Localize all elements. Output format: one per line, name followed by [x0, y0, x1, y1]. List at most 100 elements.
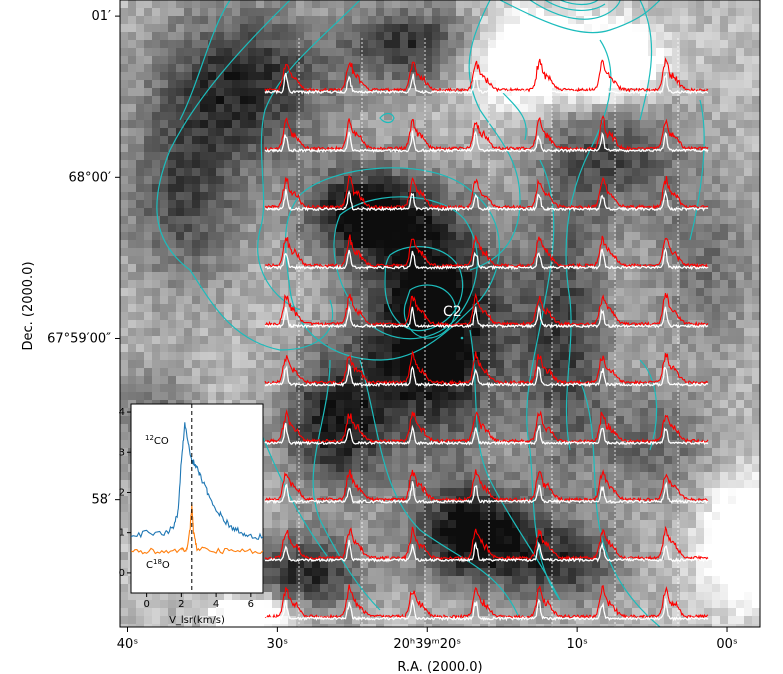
spectrum-12co-r3-c2 [328, 174, 393, 210]
spectrum-c18o-r3-c2 [327, 189, 393, 212]
spectrum-c18o-r7-c2 [328, 428, 393, 446]
spectrum-c18o-r2-c7 [644, 132, 709, 153]
spectrum-12co-r3-c3 [391, 177, 456, 210]
spectrum-c18o-r3-c4 [454, 193, 519, 212]
spectrum-c18o-r10-c4 [454, 601, 519, 622]
spectrum-c18o-r4-c1 [264, 252, 329, 271]
x-tick-label-3: 20ʰ39ᵐ20ˢ [393, 637, 461, 652]
spectrum-12co-r8-c1 [265, 471, 329, 503]
spectrum-12co-r1-c5 [517, 58, 582, 93]
spectrum-12co-r6-c5 [517, 353, 582, 386]
spectrum-c18o-r5-c2 [327, 305, 392, 329]
spectrum-12co-r2-c3 [391, 119, 456, 152]
spectrum-12co-r2-c1 [264, 117, 329, 152]
contour-7 [384, 246, 464, 332]
spectrum-12co-r5-c3 [391, 295, 456, 327]
spectrum-c18o-r7-c3 [391, 424, 456, 446]
spectrum-12co-r5-c5 [517, 295, 582, 327]
spectrum-12co-r4-c7 [644, 237, 709, 269]
spectrum-c18o-r9-c6 [581, 541, 645, 563]
spectrum-c18o-r1-c3 [391, 73, 456, 95]
spectrum-c18o-r9-c5 [518, 541, 582, 563]
contour-5 [284, 167, 500, 361]
spectrum-c18o-r6-c7 [644, 366, 709, 388]
y-tick-label-1: 01′ [92, 9, 112, 24]
inset-y-tick-label-1: 0 [119, 568, 125, 579]
contour-12 [559, 0, 599, 6]
spectrum-c18o-r2-c5 [517, 135, 582, 154]
spectrum-12co-r2-c2 [327, 118, 392, 152]
contour-17 [359, 359, 521, 621]
spectrum-c18o-r6-c1 [264, 365, 329, 388]
contour-14 [639, 0, 653, 121]
spectrum-12co-r6-c1 [264, 355, 329, 386]
spectrum-c18o-r10-c1 [264, 599, 329, 621]
spectrum-12co-r9-c7 [644, 525, 709, 561]
spectrum-c18o-r2-c3 [391, 130, 456, 154]
spectrum-12co-r8-c3 [391, 469, 456, 503]
source-marker [460, 336, 464, 340]
contour-8 [403, 284, 456, 339]
spectrum-12co-r4-c1 [264, 237, 329, 268]
contour-1 [156, 0, 334, 351]
spectrum-12co-r1-c6 [580, 59, 646, 93]
spectrum-c18o-r2-c4 [454, 130, 519, 153]
spectrum-12co-r1-c4 [454, 60, 519, 93]
spectrum-12co-r5-c1 [264, 294, 329, 327]
spectrum-c18o-r10-c2 [327, 601, 392, 621]
spectrum-c18o-r5-c5 [517, 304, 582, 329]
spectrum-12co-r9-c5 [517, 529, 582, 561]
x-tick-label-5: 00ˢ [716, 637, 738, 652]
spectrum-12co-r7-c4 [454, 411, 519, 444]
spectrum-12co-r3-c1 [264, 177, 329, 210]
spectrum-c18o-r5-c7 [644, 306, 709, 329]
contour-13 [565, 39, 612, 451]
spectrum-c18o-r1-c2 [327, 75, 393, 95]
spectrum-c18o-r5-c1 [264, 306, 329, 329]
spectrum-c18o-r1-c6 [581, 74, 645, 95]
y-tick-label-4: 58′ [92, 493, 112, 508]
spectrum-12co-r10-c2 [327, 584, 393, 619]
spectrum-c18o-r4-c5 [517, 252, 582, 270]
inset-x-tick-label-3: 4 [213, 599, 219, 610]
contour-16 [312, 359, 381, 611]
contour-layer [156, 0, 705, 627]
spectrum-c18o-r2-c6 [580, 131, 646, 153]
spectrum-c18o-r3-c5 [517, 193, 582, 212]
spectrum-c18o-r7-c7 [644, 427, 709, 446]
spectrum-12co-r10-c4 [454, 586, 519, 620]
contour-11 [544, 0, 606, 11]
y-axis: 01′ 68°00′ 67°59′00″ 58′ [47, 9, 120, 508]
spectrum-12co-r1-c7 [644, 57, 709, 93]
spectrum-12co-r9-c6 [581, 528, 646, 561]
spectrum-c18o-r7-c6 [580, 427, 645, 446]
spectrum-12co-r4-c5 [517, 236, 582, 269]
inset-x-tick-label-4: 6 [248, 599, 254, 610]
spectrum-c18o-r3-c7 [644, 189, 709, 212]
spectrum-12co-r3-c7 [644, 176, 709, 210]
spectrum-12co-r7-c7 [644, 414, 709, 444]
spectrum-c18o-r7-c4 [454, 427, 519, 446]
spectrum-12co-r10-c6 [580, 585, 645, 620]
spectrum-c18o-r4-c2 [327, 249, 392, 271]
spectrum-12co-r8-c7 [644, 473, 709, 503]
inset-y-tick-label-2: 1 [119, 528, 125, 539]
x-tick-label-2: 30ˢ [267, 637, 289, 652]
spectrum-12co-r6-c7 [644, 353, 709, 385]
contour-18 [469, 329, 561, 601]
inset-series-1 [131, 422, 263, 540]
contour-2 [179, 0, 231, 121]
spectrum-c18o-r4-c7 [644, 247, 709, 271]
spectrum-c18o-r4-c4 [454, 251, 519, 271]
spectrum-c18o-r8-c5 [517, 484, 582, 505]
contour-9 [499, 0, 661, 34]
spectrum-12co-r9-c3 [391, 526, 456, 561]
inset-y-tick-label-5: 4 [119, 407, 125, 418]
spectrum-12co-r6-c2 [327, 354, 393, 386]
y-tick-label-3: 67°59′00″ [47, 331, 111, 346]
spectrum-12co-r9-c4 [454, 528, 519, 561]
spectrum-c18o-r9-c7 [644, 545, 709, 563]
spectrum-c18o-r10-c3 [391, 599, 456, 622]
contour-15 [689, 99, 705, 241]
inset-background [130, 403, 264, 594]
